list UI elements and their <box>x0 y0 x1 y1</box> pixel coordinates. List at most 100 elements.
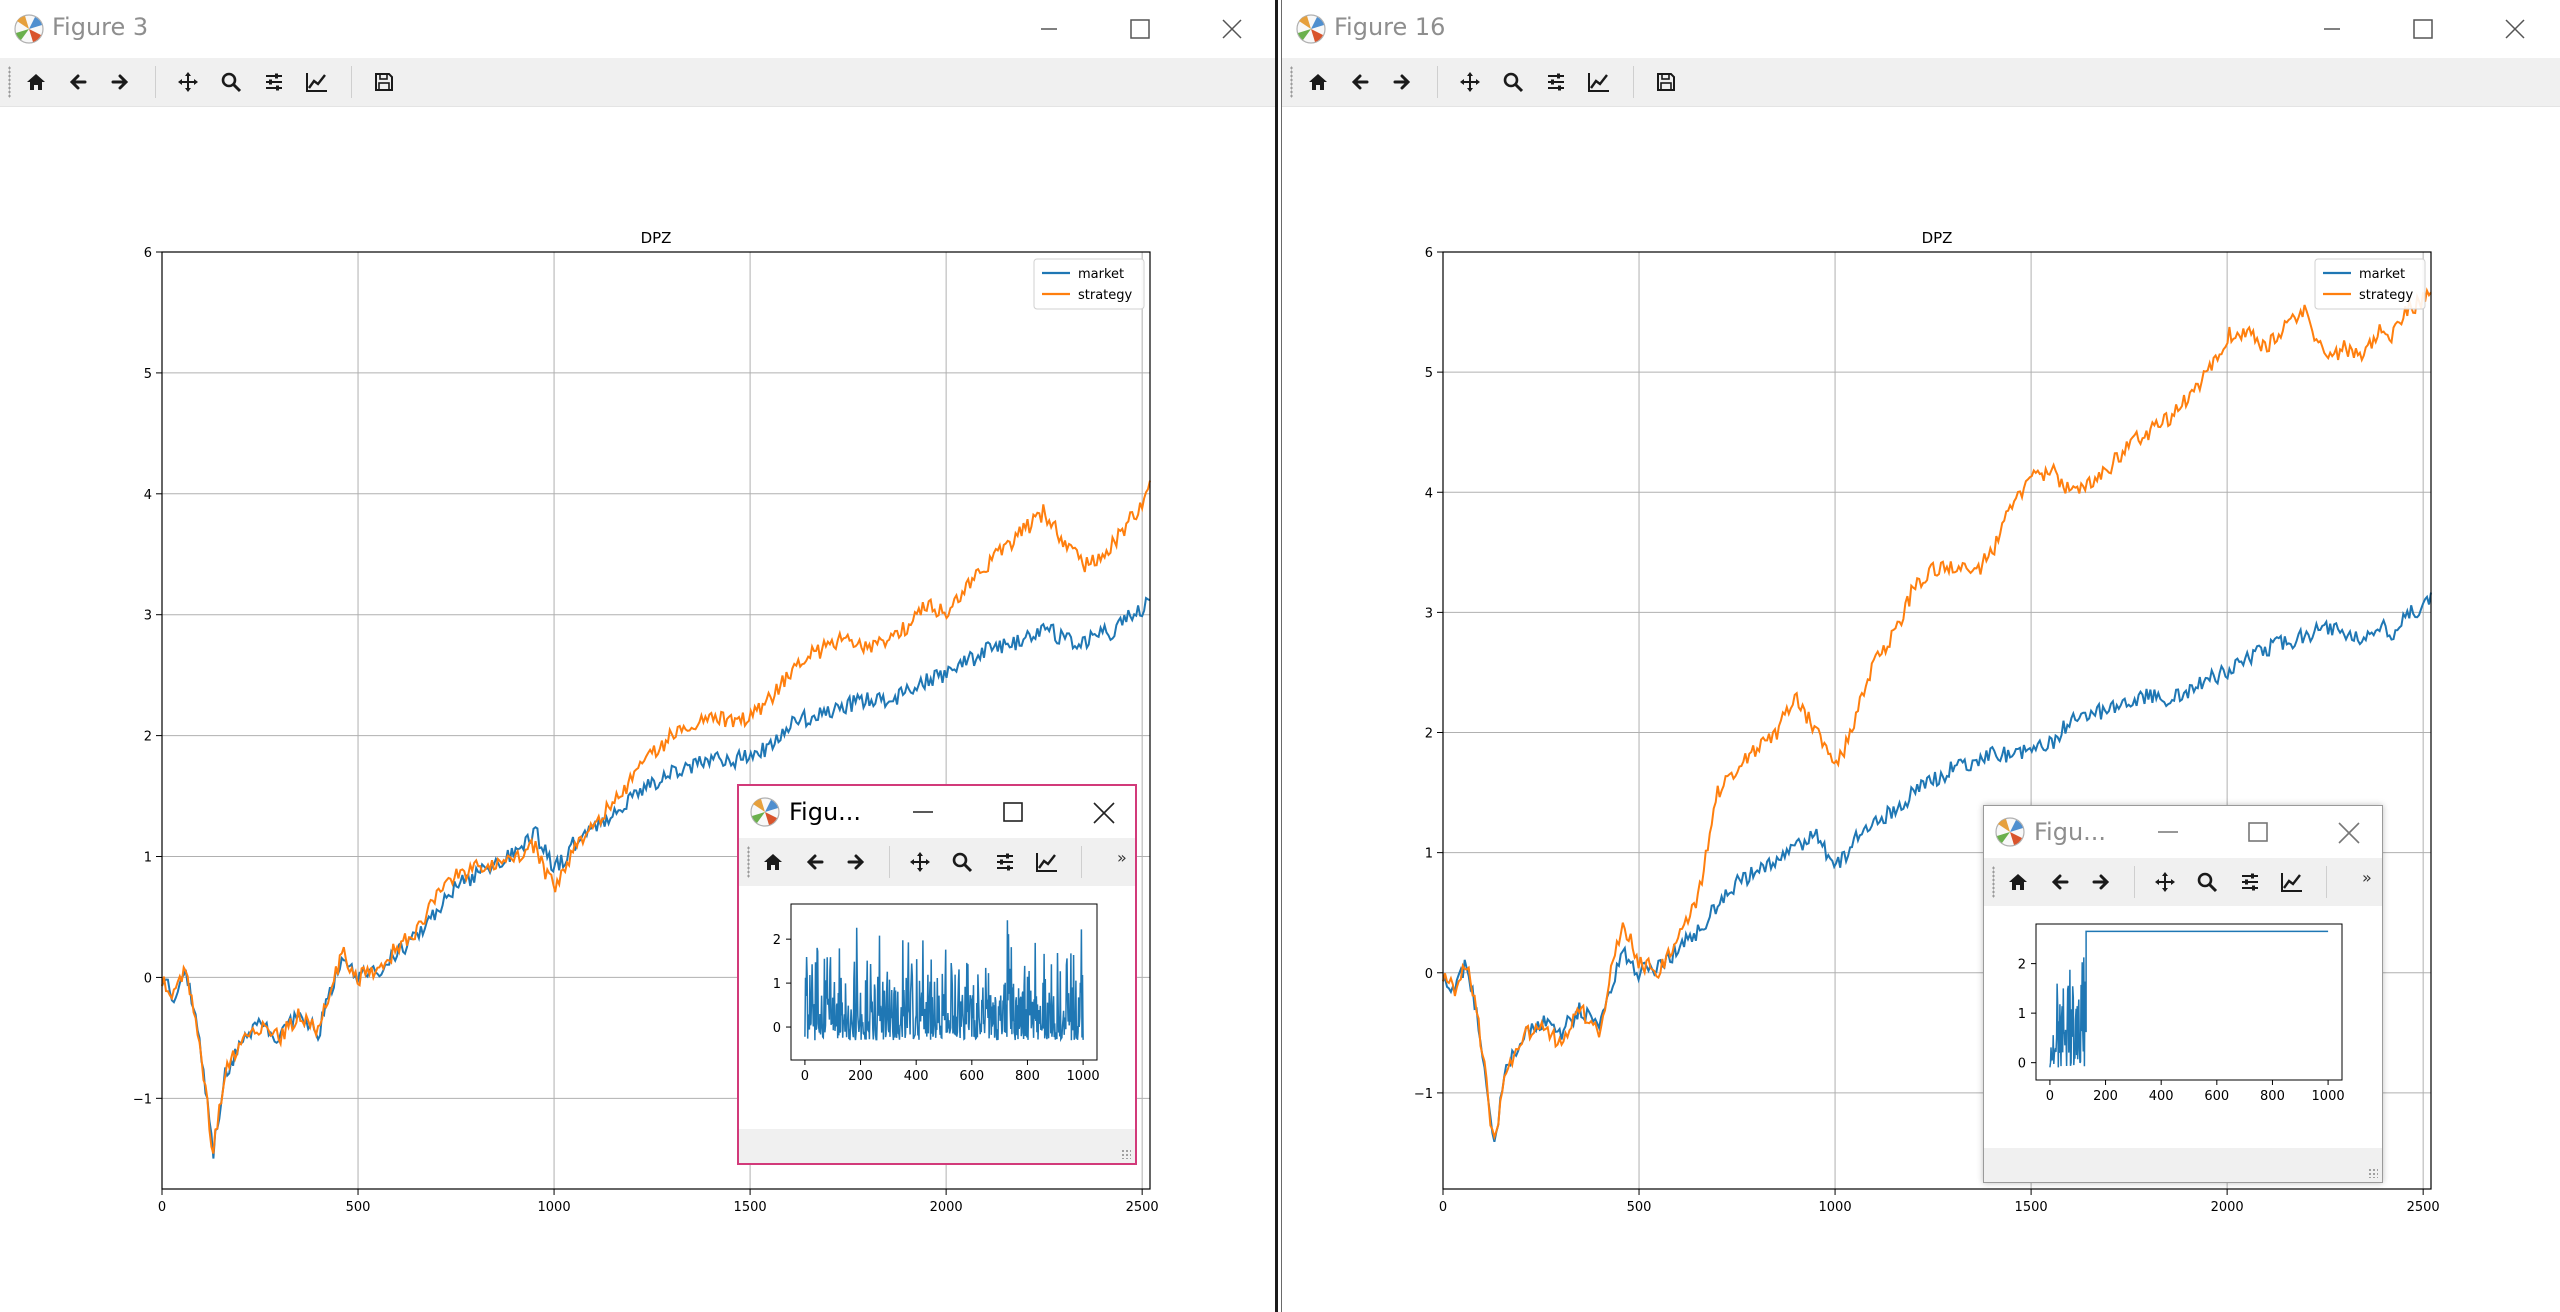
legend-label: market <box>1078 267 1124 282</box>
configure-subplots-button[interactable] <box>989 846 1021 878</box>
forward-button[interactable] <box>2085 866 2117 898</box>
edit-axes-icon <box>1588 73 1609 92</box>
zoom-button[interactable] <box>946 846 978 878</box>
legend-label: market <box>2359 267 2405 282</box>
popup-figure-window: Figu... » 0 200 400 600 800 1000 0 1 2 <box>1983 805 2383 1183</box>
legend-label: strategy <box>2359 288 2414 303</box>
toolbar-separator <box>2326 866 2327 898</box>
zoom-icon <box>1503 72 1524 93</box>
edit-axes-button[interactable] <box>2276 866 2308 898</box>
pan-button[interactable] <box>172 66 204 98</box>
series-line-strategy <box>161 480 1151 1154</box>
pan-button[interactable] <box>904 846 936 878</box>
forward-button[interactable] <box>840 846 872 878</box>
minimize-icon[interactable] <box>2132 806 2202 858</box>
legend-box <box>2314 258 2426 310</box>
minimize-button[interactable] <box>1001 0 1093 58</box>
zoom-button[interactable] <box>1497 66 1529 98</box>
configure-subplots-icon <box>1548 73 1564 91</box>
back-button[interactable] <box>2044 866 2076 898</box>
maximize-button[interactable] <box>2376 0 2468 58</box>
y-tick-label: 1 <box>144 851 152 866</box>
window-title: Figure 16 <box>1334 13 1446 41</box>
plot-frame <box>2035 923 2343 1081</box>
y-tick-label: 1 <box>1425 847 1433 862</box>
toolbar-separator <box>1437 66 1438 98</box>
x-tick-label: 0 <box>801 1069 809 1084</box>
toolbar-grip[interactable] <box>747 846 750 878</box>
y-tick-label: 6 <box>1425 246 1433 261</box>
popup-figure-window: Figu... » 0 200 400 600 800 1000 0 1 2 <box>737 784 1137 1165</box>
y-tick-label: 6 <box>144 246 152 261</box>
configure-subplots-button[interactable] <box>258 66 290 98</box>
forward-button[interactable] <box>1386 66 1418 98</box>
home-button[interactable] <box>2002 866 2034 898</box>
close-icon[interactable] <box>2314 806 2384 858</box>
configure-subplots-button[interactable] <box>1540 66 1572 98</box>
edit-axes-button[interactable] <box>301 66 333 98</box>
y-tick-label: 2 <box>144 730 152 745</box>
toolbar-overflow-button[interactable]: » <box>2362 868 2372 887</box>
x-tick-label: 0 <box>2046 1089 2054 1104</box>
maximize-icon[interactable] <box>979 786 1049 838</box>
close-icon[interactable] <box>1069 786 1139 838</box>
toolbar-separator <box>351 66 352 98</box>
navigation-toolbar <box>1282 58 2560 107</box>
toolbar-separator <box>1081 846 1082 878</box>
forward-arrow-icon <box>2092 874 2110 890</box>
x-tick-label: 200 <box>2093 1089 2118 1104</box>
x-tick-label: 1500 <box>734 1200 767 1215</box>
minimize-icon[interactable] <box>887 786 957 838</box>
home-button[interactable] <box>20 66 52 98</box>
title-bar[interactable]: Figure 16 <box>1282 0 2560 58</box>
y-tick-label: 3 <box>1425 606 1433 621</box>
resize-grip[interactable] <box>2368 1168 2378 1178</box>
toolbar-grip[interactable] <box>1290 66 1293 98</box>
save-button[interactable] <box>1650 66 1682 98</box>
toolbar-overflow-button[interactable]: » <box>1117 848 1127 867</box>
close-icon <box>1222 19 1242 39</box>
y-tick-label: 0 <box>1425 967 1433 982</box>
pan-button[interactable] <box>2149 866 2181 898</box>
save-icon <box>375 73 393 91</box>
back-button[interactable] <box>62 66 94 98</box>
minimize-icon <box>2324 28 2340 30</box>
series-line-strategy <box>1442 287 2432 1141</box>
minimize-button[interactable] <box>2284 0 2376 58</box>
zoom-button[interactable] <box>2191 866 2223 898</box>
close-button[interactable] <box>1185 0 1277 58</box>
toolbar-grip[interactable] <box>1992 866 1995 898</box>
configure-subplots-icon <box>997 853 1013 871</box>
x-tick-label: 200 <box>848 1069 873 1084</box>
close-button[interactable] <box>2468 0 2560 58</box>
x-tick-label: 600 <box>959 1069 984 1084</box>
x-tick-label: 1500 <box>2015 1200 2048 1215</box>
back-button[interactable] <box>799 846 831 878</box>
edit-axes-icon <box>306 73 327 92</box>
popup-toolbar: » <box>1984 858 2382 906</box>
popup-status-bar <box>739 1129 1135 1163</box>
main-chart[interactable]: 0 500 1000 1500 2000 2500−10123456DPZmarketst… <box>1282 107 2559 1312</box>
save-button[interactable] <box>368 66 400 98</box>
maximize-button[interactable] <box>1093 0 1185 58</box>
home-button[interactable] <box>1302 66 1334 98</box>
maximize-icon[interactable] <box>2224 806 2294 858</box>
edit-axes-button[interactable] <box>1583 66 1615 98</box>
back-button[interactable] <box>1344 66 1376 98</box>
resize-grip[interactable] <box>1121 1149 1131 1159</box>
forward-button[interactable] <box>104 66 136 98</box>
home-button[interactable] <box>757 846 789 878</box>
toolbar-grip[interactable] <box>8 66 11 98</box>
popup-chart[interactable]: 0 200 400 600 800 1000 0 1 2 <box>1984 906 2382 1150</box>
close-icon <box>2505 19 2525 39</box>
toolbar-separator <box>889 846 890 878</box>
edit-axes-button[interactable] <box>1031 846 1063 878</box>
zoom-button[interactable] <box>215 66 247 98</box>
popup-chart[interactable]: 0 200 400 600 800 1000 0 1 2 <box>739 886 1135 1131</box>
configure-subplots-button[interactable] <box>2234 866 2266 898</box>
popup-title-bar[interactable]: Figu... <box>1984 806 2382 858</box>
popup-title-bar[interactable]: Figu... <box>739 786 1135 838</box>
pan-button[interactable] <box>1454 66 1486 98</box>
title-bar[interactable]: Figure 3 <box>0 0 1275 58</box>
popup-status-bar <box>1984 1148 2382 1182</box>
